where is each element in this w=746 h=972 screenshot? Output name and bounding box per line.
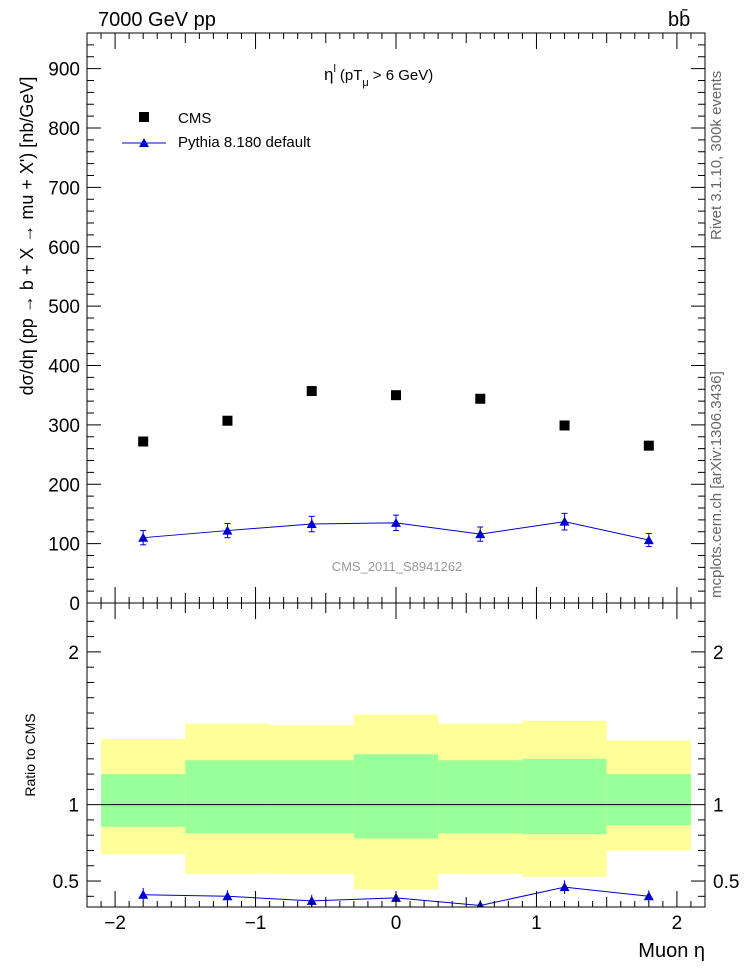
legend: CMS Pythia 8.180 default bbox=[122, 110, 311, 151]
cms-data-point bbox=[559, 420, 570, 431]
cms-data-point bbox=[306, 386, 317, 397]
title-pt: (pT bbox=[340, 67, 363, 84]
ratio-inner-band bbox=[101, 774, 186, 827]
ratio-mc-point bbox=[559, 882, 570, 892]
cms-data-point bbox=[222, 415, 233, 426]
ratio-inner-band bbox=[522, 758, 607, 835]
cms-data-point bbox=[475, 393, 486, 404]
main-y-tick-label: 100 bbox=[48, 535, 80, 556]
ratio-y-tick-label-right: 0.5 bbox=[713, 872, 739, 893]
title-eta: η bbox=[324, 65, 333, 84]
ratio-inner-band bbox=[606, 774, 691, 826]
main-ylabel: dσ/dη (pp → b + X → mu + X') [nb/GeV] bbox=[17, 77, 37, 396]
main-y-tick-label: 800 bbox=[48, 119, 80, 140]
main-panel: 0 100 200 300 400 500 600 700 800 900 ηl (pTμ > 6 G… bbox=[17, 32, 706, 615]
cms-data-point bbox=[138, 436, 149, 447]
x-tick-label: 1 bbox=[531, 913, 542, 934]
pythia-point bbox=[475, 529, 486, 539]
legend-cms-label: CMS bbox=[178, 110, 211, 127]
title-subscript: μ bbox=[362, 77, 368, 89]
ratio-mc-point bbox=[306, 895, 317, 905]
x-axis-label: Muon η bbox=[638, 940, 705, 962]
main-watermark: CMS_2011_S8941262 bbox=[332, 559, 463, 574]
ratio-y-tick-label: 0.5 bbox=[53, 872, 79, 893]
title-tail: > 6 GeV) bbox=[373, 67, 433, 84]
main-y-tick-label: 900 bbox=[48, 60, 80, 81]
ratio-y-tick-label: 2 bbox=[68, 643, 79, 664]
ratio-inner-band bbox=[438, 760, 523, 834]
cms-data-point bbox=[643, 440, 654, 451]
x-tick-label: 2 bbox=[672, 913, 683, 934]
x-tick-label: −2 bbox=[104, 913, 126, 934]
main-y-tick-label: 600 bbox=[48, 238, 80, 259]
main-y-tick-label: 0 bbox=[69, 594, 80, 615]
ratio-y-tick-label: 1 bbox=[68, 796, 79, 817]
pythia-point bbox=[391, 517, 401, 527]
ratio-panel: 0.5 0.5 1 1 2 2 Ratio to CMS bbox=[22, 602, 739, 908]
ratio-mc-point bbox=[222, 891, 233, 901]
ratio-inner-band bbox=[353, 754, 439, 839]
ratio-ylabel: Ratio to CMS bbox=[22, 713, 38, 796]
pythia-point bbox=[559, 516, 570, 526]
legend-pythia-label: Pythia 8.180 default bbox=[178, 134, 311, 151]
main-y-tick-label: 300 bbox=[48, 416, 80, 437]
ratio-mc-point bbox=[643, 891, 654, 901]
main-y-tick-label: 400 bbox=[48, 357, 80, 378]
title-superscript: l bbox=[333, 63, 335, 75]
x-tick-label: 0 bbox=[391, 913, 402, 934]
pythia-point bbox=[222, 525, 233, 535]
ratio-inner-band bbox=[185, 760, 270, 834]
x-tick-label: −1 bbox=[245, 913, 267, 934]
main-y-tick-label: 500 bbox=[48, 297, 80, 318]
legend-pythia-marker bbox=[139, 138, 149, 147]
process-label: bb̄ bbox=[668, 9, 691, 31]
main-y-tick-label: 700 bbox=[48, 178, 80, 199]
ratio-y-tick-label-right: 2 bbox=[713, 643, 724, 664]
legend-cms-marker bbox=[139, 112, 149, 122]
pythia-point bbox=[138, 532, 149, 542]
main-y-tick-label: 200 bbox=[48, 475, 80, 496]
pythia-point bbox=[643, 535, 654, 545]
ratio-inner-band bbox=[269, 760, 354, 834]
main-title: ηl (pTμ > 6 GeV) bbox=[324, 63, 433, 89]
energy-label: 7000 GeV pp bbox=[98, 9, 216, 31]
ratio-y-tick-label-right: 1 bbox=[713, 796, 724, 817]
pythia-point bbox=[306, 519, 317, 529]
cms-data-point bbox=[391, 390, 401, 401]
ratio-mc-point bbox=[138, 889, 149, 899]
